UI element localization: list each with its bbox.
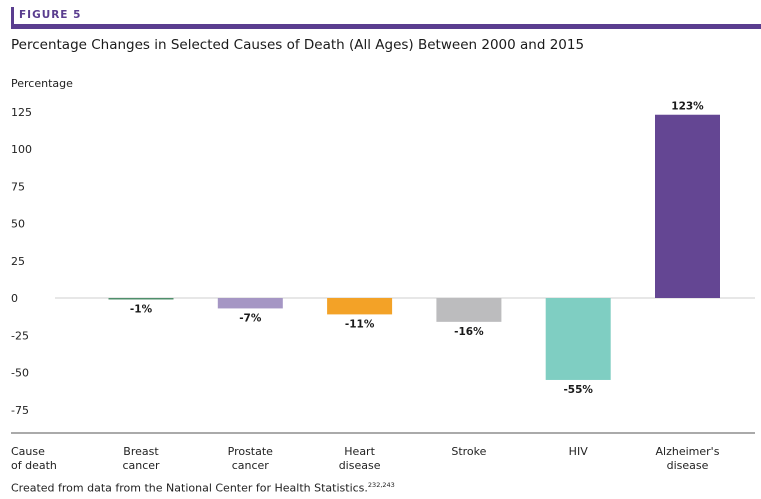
- y-axis-label: Percentage: [11, 77, 73, 90]
- data-label: -1%: [130, 303, 153, 315]
- y-tick-label: 75: [11, 180, 25, 193]
- x-tick-label: Breast cancer: [122, 445, 160, 472]
- data-label: -11%: [345, 318, 375, 330]
- data-label: -16%: [454, 326, 484, 338]
- figure-rule: [11, 24, 761, 29]
- x-tick-label: Stroke: [451, 445, 486, 458]
- y-tick-label: 125: [11, 106, 32, 119]
- x-axis-title: Cause of death: [11, 445, 57, 472]
- y-tick-label: 100: [11, 143, 32, 156]
- source-note: Created from data from the National Cent…: [11, 481, 395, 495]
- bar: [545, 298, 611, 380]
- figure-label: FIGURE 5: [11, 7, 81, 24]
- bar: [327, 298, 393, 315]
- data-label: -55%: [563, 384, 593, 396]
- bar: [655, 114, 720, 298]
- y-tick-label: 25: [11, 255, 25, 268]
- bar: [436, 298, 502, 322]
- x-tick-label: Heart disease: [339, 445, 381, 472]
- bar: [217, 298, 283, 309]
- y-tick-label: 50: [11, 218, 25, 231]
- bar: [108, 298, 174, 300]
- x-tick-label: HIV: [569, 445, 589, 458]
- data-label: -7%: [239, 312, 262, 324]
- source-citation: 232,243: [367, 481, 395, 489]
- x-tick-label: Prostate cancer: [228, 445, 274, 472]
- y-tick-label: 0: [11, 292, 18, 305]
- y-tick-label: -25: [11, 329, 29, 342]
- y-tick-label: -75: [11, 404, 29, 417]
- x-tick-label: Alzheimer's disease: [656, 445, 720, 472]
- chart-title: Percentage Changes in Selected Causes of…: [11, 37, 585, 53]
- y-tick-label: -50: [11, 367, 29, 380]
- source-text: Created from data from the National Cent…: [11, 481, 368, 495]
- data-label: 123%: [671, 101, 704, 113]
